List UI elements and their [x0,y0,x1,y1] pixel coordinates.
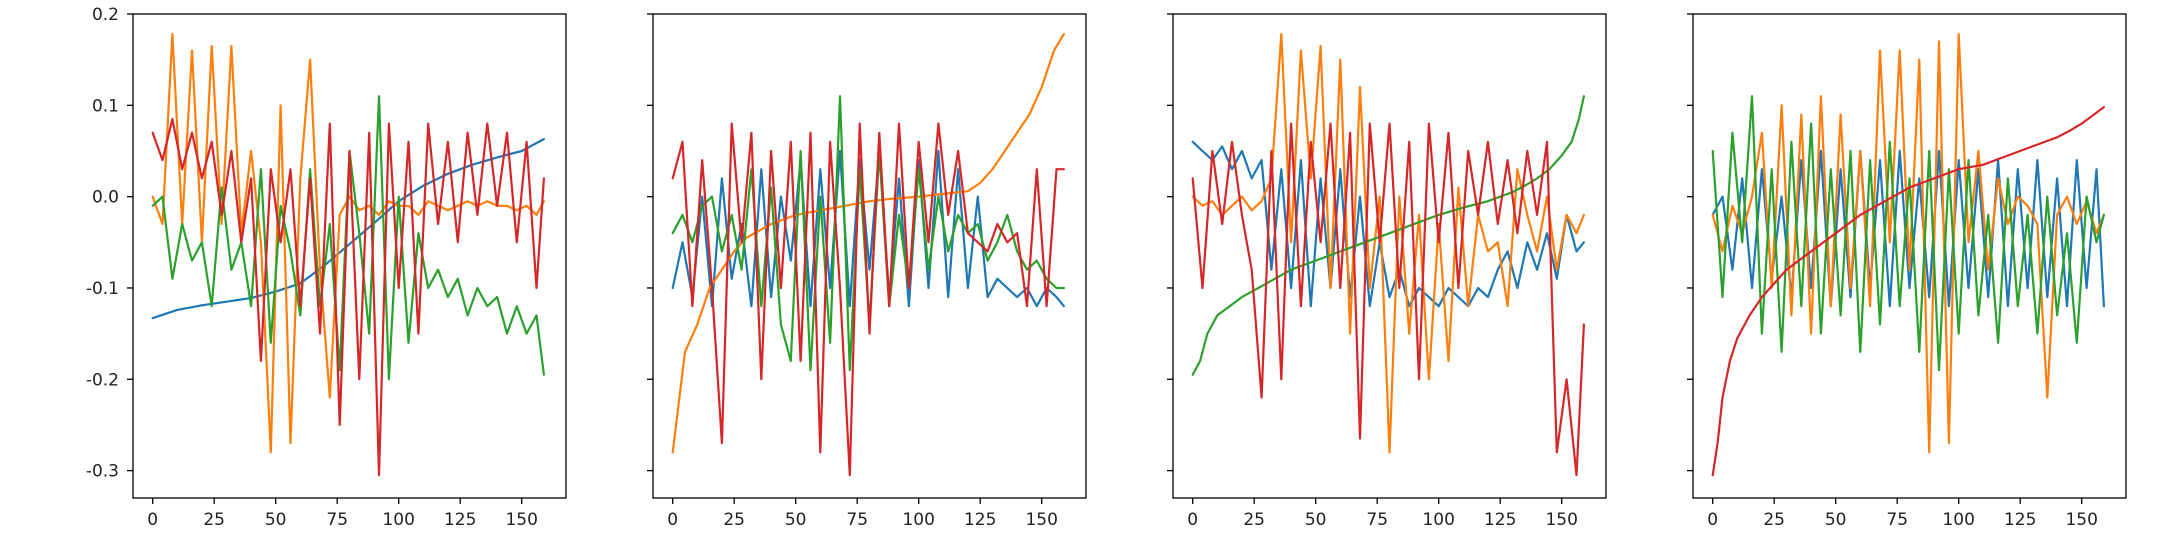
series-line-1 [671,149,1066,308]
x-tick-label: 0 [667,510,678,530]
series-line-3 [1191,95,1586,376]
series-line-2 [1191,32,1586,454]
axes-frame [1692,13,2127,499]
x-tick-label: 100 [1422,510,1454,530]
axes-frame [1172,13,1607,499]
series-line-3 [1711,95,2105,372]
subplot-2: 0 25 50 75 100 125 150 [647,13,1087,530]
subplot-4: 0 25 50 75 100 125 150 [1687,13,2127,530]
x-tick-label: 150 [1545,510,1577,530]
x-tick-label: 125 [444,510,476,530]
series-line-1 [151,138,546,320]
subplot-3: 0 25 50 75 100 125 150 [1167,13,1607,530]
series-line-2 [1711,32,2105,454]
x-tick-label: 100 [1942,510,1974,530]
x-tick-label: 25 [1243,510,1265,530]
y-tick-label: -0.3 [86,462,119,482]
series-line-4 [671,122,1066,477]
x-tick-label: 75 [326,510,348,530]
y-tick-label: 0.0 [92,188,119,208]
x-tick-label: 50 [1305,510,1327,530]
series-line-1 [1191,140,1586,308]
plot-area [1711,32,2105,477]
x-tick-label: 75 [1886,510,1908,530]
axes-frame [132,13,567,499]
series-line-2 [671,32,1066,454]
x-tick-label: 150 [1025,510,1057,530]
x-tick-label: 0 [147,510,158,530]
subplot-1: 0 25 50 75 100 125 150 0.2 0.1 0.0 -0.1 -0.2 -0.3 [86,5,567,530]
x-tick-label: 125 [2004,510,2036,530]
series-line-4 [151,117,546,477]
x-tick-label: 125 [964,510,996,530]
x-tick-label: 25 [1763,510,1785,530]
y-tick-label: -0.1 [86,279,119,299]
series-line-4 [1711,105,2105,477]
plot-area [671,32,1066,477]
x-tick-label: 0 [1707,510,1718,530]
x-tick-label: 50 [785,510,807,530]
plot-area [151,32,546,477]
x-tick-label: 50 [1825,510,1847,530]
x-tick-label: 150 [505,510,537,530]
x-tick-label: 100 [902,510,934,530]
x-tick-label: 75 [1366,510,1388,530]
plot-area [1191,32,1586,477]
y-tick-label: -0.2 [86,370,119,390]
series-line-1 [1711,149,2105,308]
y-tick-label: 0.2 [92,5,119,25]
series-line-4 [1191,122,1586,477]
y-tick-label: 0.1 [92,96,119,116]
x-tick-label: 75 [846,510,868,530]
x-tick-label: 125 [1484,510,1516,530]
x-tick-label: 25 [203,510,225,530]
axes-frame [652,13,1087,499]
x-tick-label: 50 [265,510,287,530]
x-tick-label: 0 [1187,510,1198,530]
series-line-2 [151,32,546,454]
x-tick-label: 150 [2065,510,2097,530]
x-tick-label: 100 [382,510,414,530]
x-tick-label: 25 [723,510,745,530]
